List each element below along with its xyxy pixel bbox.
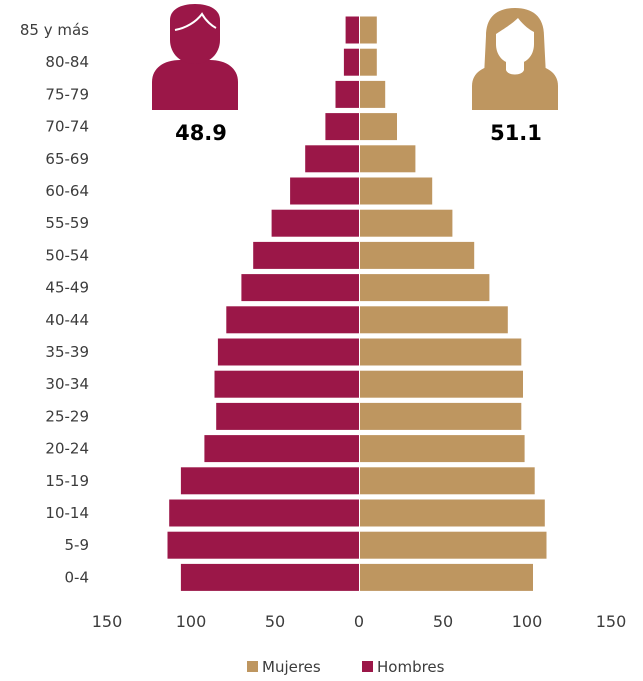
bar-hombres-13 <box>204 435 359 463</box>
age-group-label: 45-49 <box>45 279 89 297</box>
age-group-label: 50-54 <box>45 246 89 264</box>
bar-hombres-4 <box>305 145 359 173</box>
age-group-label: 20-24 <box>45 440 89 458</box>
bar-mujeres-3 <box>360 113 397 141</box>
bar-hombres-17 <box>180 563 359 591</box>
bar-mujeres-13 <box>360 435 525 463</box>
female-percent-label: 51.1 <box>490 121 542 145</box>
legend-swatch-mujeres <box>247 661 258 672</box>
age-group-label: 85 y más <box>20 21 89 39</box>
age-group-label: 35-39 <box>45 343 89 361</box>
bar-hombres-6 <box>271 209 359 237</box>
bar-mujeres-10 <box>360 338 522 366</box>
age-group-label: 0-4 <box>65 568 90 586</box>
age-group-label: 15-19 <box>45 472 89 490</box>
legend: Mujeres Hombres <box>247 658 445 676</box>
bar-hombres-5 <box>290 177 359 205</box>
bar-hombres-11 <box>214 370 359 398</box>
age-group-label: 80-84 <box>45 53 89 71</box>
x-tick-label: 150 <box>596 612 627 631</box>
age-group-label: 25-29 <box>45 407 89 425</box>
bar-hombres-0 <box>345 16 359 44</box>
woman-avatar-body <box>472 64 558 110</box>
legend-swatch-hombres <box>362 661 373 672</box>
age-group-label: 30-34 <box>45 375 89 393</box>
x-axis-ticks: 150 100 50 0 50 100 150 <box>92 612 627 631</box>
bar-hombres-8 <box>241 274 359 302</box>
bar-mujeres-12 <box>360 402 522 430</box>
bar-mujeres-7 <box>360 241 475 269</box>
x-tick-label: 50 <box>433 612 453 631</box>
age-group-label: 70-74 <box>45 118 89 136</box>
age-group-label: 60-64 <box>45 182 89 200</box>
bar-hombres-9 <box>226 306 359 334</box>
age-group-label: 65-69 <box>45 150 89 168</box>
bar-mujeres-8 <box>360 274 490 302</box>
age-labels-layer: 85 y más 80-84 75-79 70-74 65-69 60-64 55-59 50… <box>20 21 89 586</box>
bars-layer <box>167 16 547 591</box>
bar-mujeres-15 <box>360 499 545 527</box>
bar-hombres-14 <box>180 467 359 495</box>
bar-mujeres-17 <box>360 563 533 591</box>
man-avatar-hairline <box>174 12 217 31</box>
x-tick-label: 100 <box>512 612 543 631</box>
male-percent-label: 48.9 <box>175 121 227 145</box>
x-tick-label: 0 <box>354 612 364 631</box>
bar-hombres-10 <box>217 338 359 366</box>
bar-mujeres-11 <box>360 370 523 398</box>
age-group-label: 40-44 <box>45 311 89 329</box>
age-group-label: 10-14 <box>45 504 89 522</box>
x-tick-label: 150 <box>92 612 123 631</box>
bar-mujeres-5 <box>360 177 433 205</box>
age-group-label: 75-79 <box>45 85 89 103</box>
bar-mujeres-4 <box>360 145 416 173</box>
bar-hombres-1 <box>343 48 359 76</box>
woman-avatar-face <box>496 18 534 64</box>
bar-hombres-2 <box>335 80 359 108</box>
x-tick-label: 50 <box>265 612 285 631</box>
bar-mujeres-1 <box>360 48 377 76</box>
bar-hombres-16 <box>167 531 359 559</box>
woman-avatar-neck <box>506 62 524 75</box>
bar-mujeres-16 <box>360 531 547 559</box>
bar-hombres-3 <box>325 113 359 141</box>
man-avatar-head <box>170 4 220 64</box>
man-avatar-body <box>152 60 238 110</box>
woman-avatar-icon <box>472 8 558 110</box>
bar-mujeres-2 <box>360 80 386 108</box>
legend-label-hombres: Hombres <box>377 658 445 676</box>
age-group-label: 55-59 <box>45 214 89 232</box>
age-group-label: 5-9 <box>65 536 90 554</box>
legend-label-mujeres: Mujeres <box>262 658 321 676</box>
bar-hombres-15 <box>169 499 359 527</box>
bar-mujeres-6 <box>360 209 453 237</box>
man-avatar-icon <box>152 4 238 110</box>
bar-mujeres-9 <box>360 306 508 334</box>
bar-mujeres-0 <box>360 16 377 44</box>
bar-hombres-7 <box>253 241 359 269</box>
x-tick-label: 100 <box>176 612 207 631</box>
bar-mujeres-14 <box>360 467 535 495</box>
bar-hombres-12 <box>216 402 359 430</box>
